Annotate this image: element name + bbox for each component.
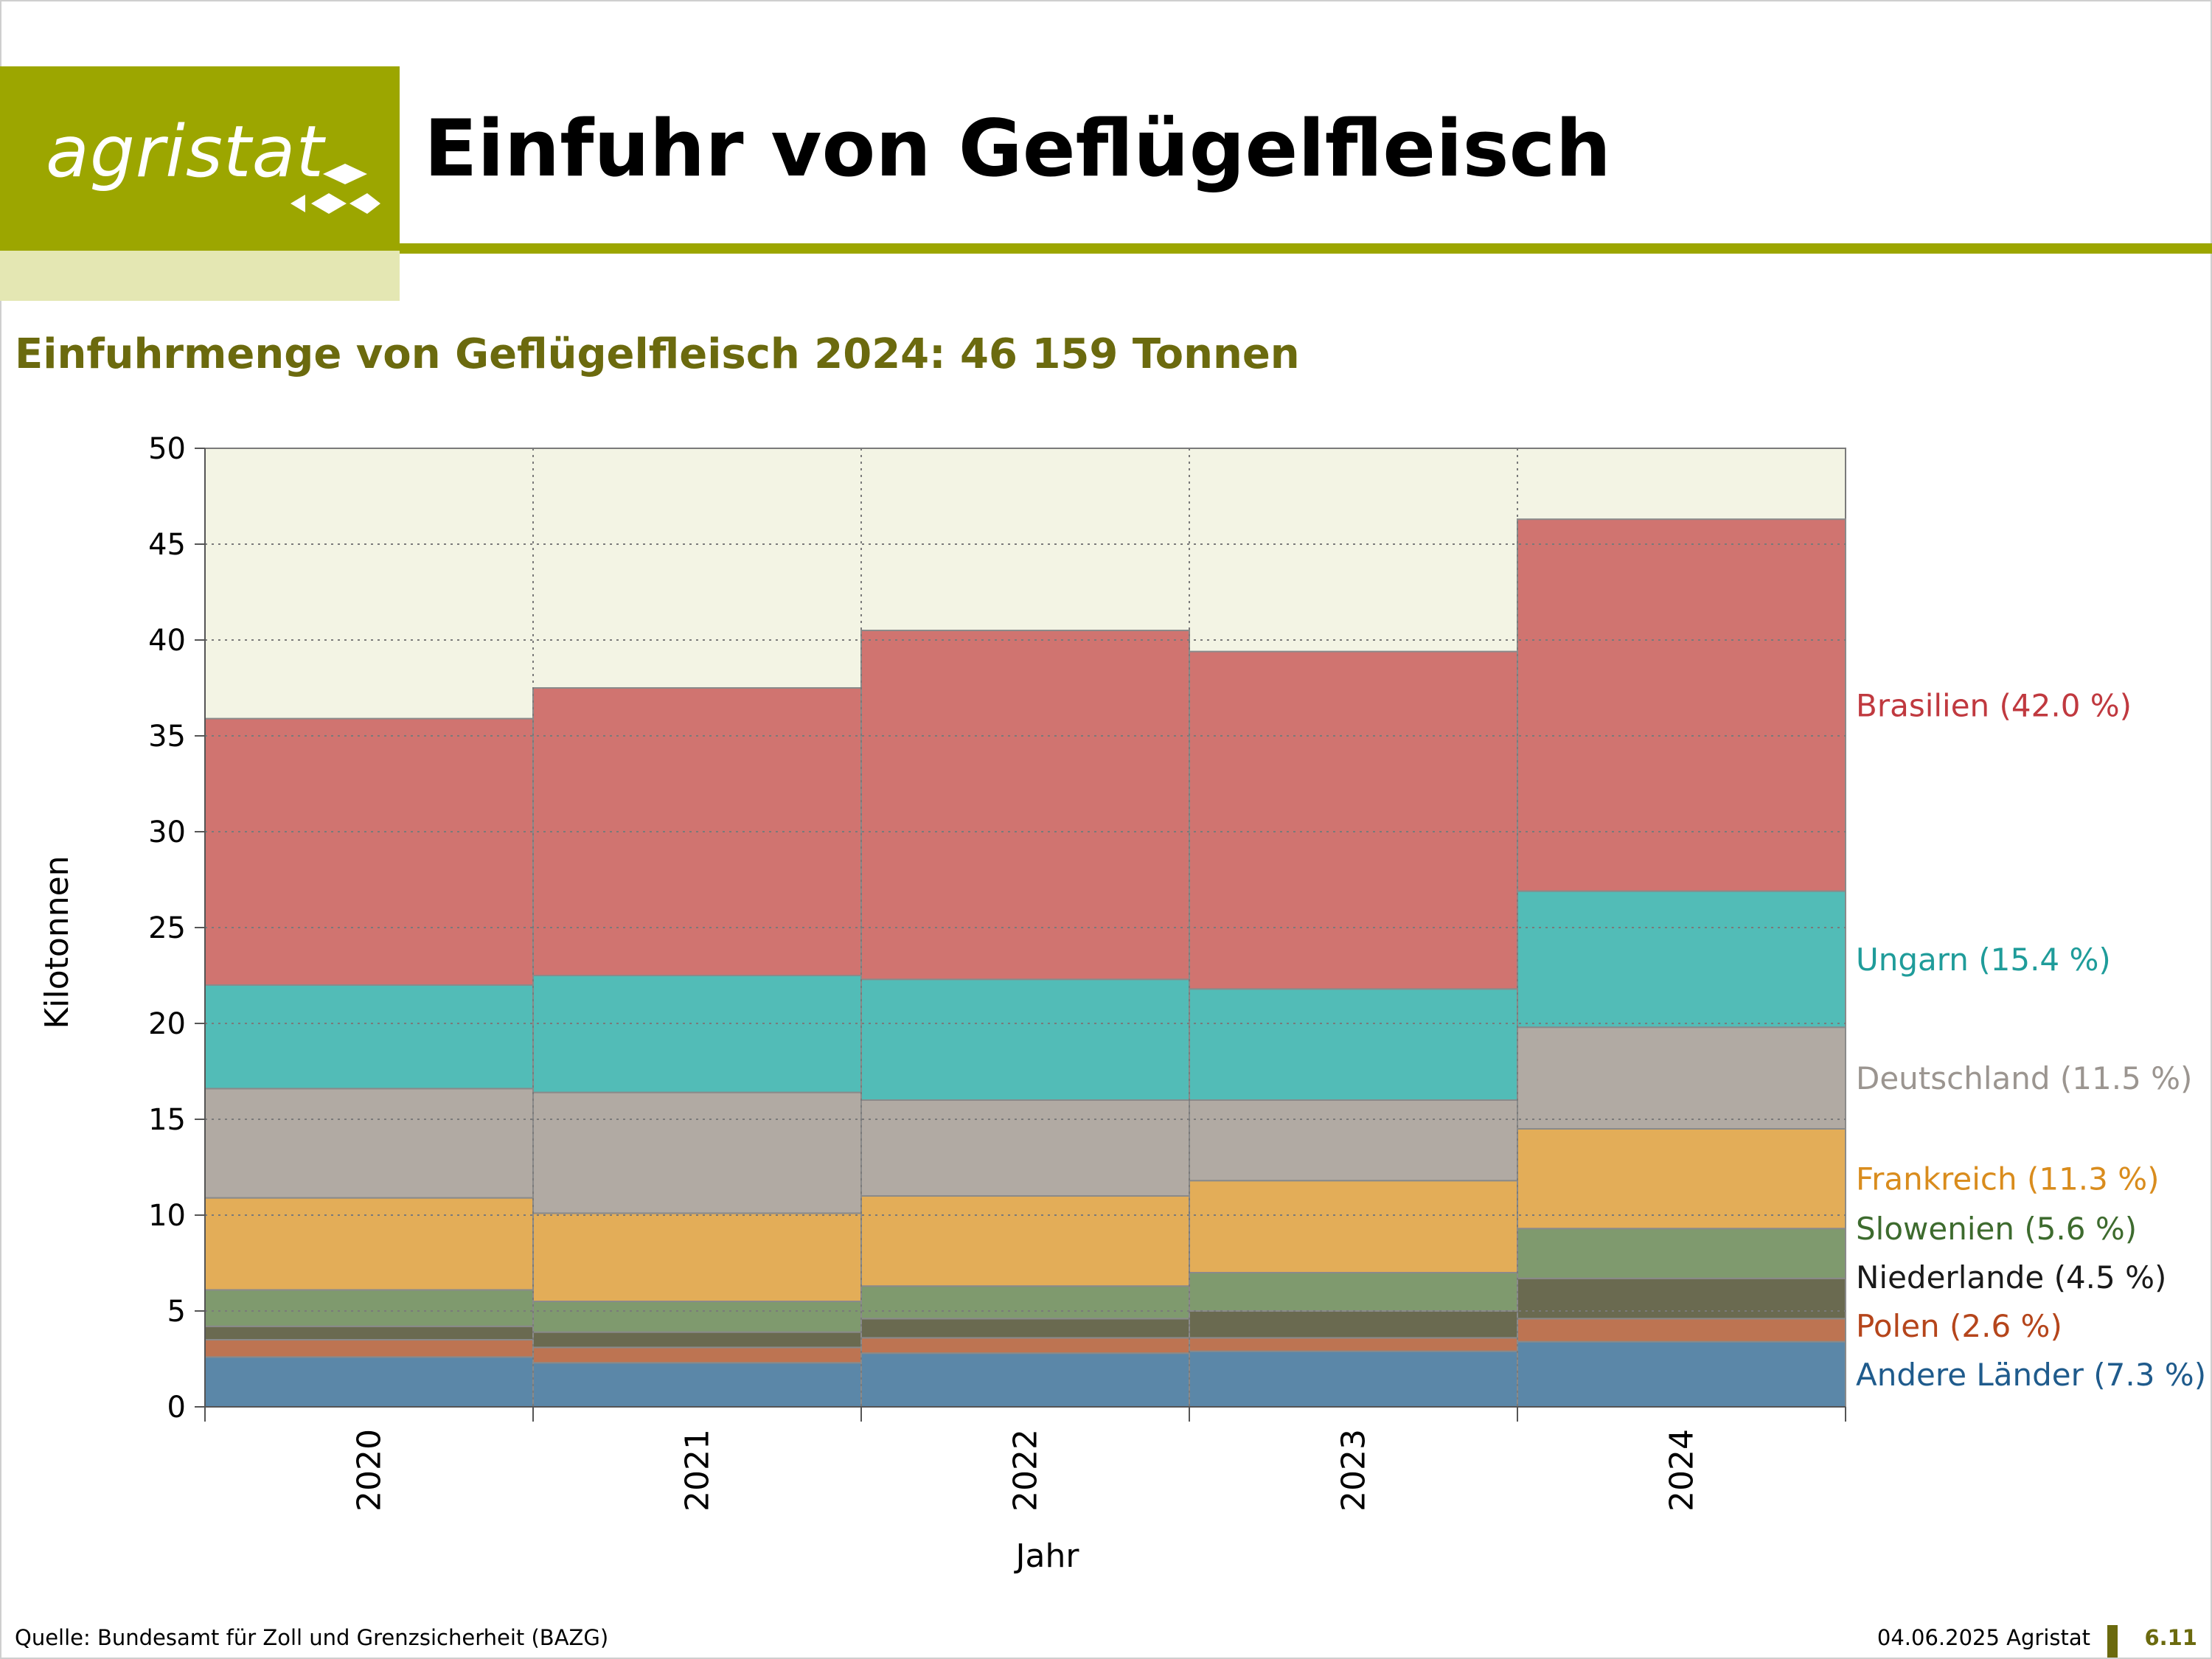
series-label-frankreich: Frankreich (11.3 %) (1856, 1161, 2160, 1197)
bar-2023-brasilien (1189, 650, 1518, 990)
page-title: Einfuhr von Geflügelfleisch (424, 103, 1611, 194)
stacked-bar-chart: 0 5 10 15 20 25 30 35 40 45 50 2020 2021 2022 2023 2024… (38, 432, 2206, 1575)
y-axis-title: Kilotonnen (38, 855, 76, 1029)
bar-2024-slowenien (1517, 1228, 1846, 1279)
y-tick-label-15: 15 (148, 1103, 186, 1137)
bar-2020-ungarn (204, 984, 534, 1090)
y-tick-label-35: 35 (148, 720, 186, 754)
bar-2022-brasilien (860, 630, 1190, 981)
series-label-polen: Polen (2.6 %) (1856, 1308, 2062, 1344)
y-tick-label-40: 40 (148, 624, 186, 658)
x-tick-label-2023: 2023 (1335, 1429, 1373, 1512)
bar-2023-frankreich (1189, 1180, 1518, 1273)
series-label-andere-länder: Andere Länder (7.3 %) (1856, 1357, 2206, 1393)
bar-2022-slowenien (860, 1285, 1190, 1320)
logo (0, 66, 400, 251)
y-tick-label-50: 50 (148, 432, 186, 466)
bar-2024-andere-länder (1517, 1340, 1846, 1408)
series-label-deutschland: Deutschland (11.5 %) (1856, 1060, 2192, 1096)
series-label-slowenien: Slowenien (5.6 %) (1856, 1211, 2137, 1247)
x-tick-label-2020: 2020 (351, 1429, 389, 1512)
title-rule (400, 243, 2212, 254)
bar-2020-frankreich (204, 1197, 534, 1291)
bar-2023-niederlande (1189, 1310, 1518, 1339)
bar-2022-frankreich (860, 1195, 1190, 1287)
series-label-brasilien: Brasilien (42.0 %) (1856, 687, 2132, 723)
bar-2020-deutschland (204, 1088, 534, 1199)
bar-2023-slowenien (1189, 1272, 1518, 1312)
bar-2023-ungarn (1189, 988, 1518, 1102)
bar-2020-polen (204, 1339, 534, 1358)
bar-2022-andere-länder (860, 1352, 1190, 1408)
bar-2020-brasilien (204, 717, 534, 986)
bar-2021-frankreich (532, 1212, 862, 1303)
bar-2023-andere-länder (1189, 1350, 1518, 1408)
bar-2024-frankreich (1517, 1128, 1846, 1230)
chart-subtitle: Einfuhrmenge von Geflügelfleisch 2024: 4… (15, 330, 1300, 378)
y-tick-label-30: 30 (148, 815, 186, 849)
publication-date: 04.06.2025 Agristat (1877, 1625, 2090, 1650)
bar-2020-slowenien (204, 1289, 534, 1327)
footer-divider (2107, 1625, 2118, 1658)
logo-shadow (0, 251, 400, 301)
bar-2021-ungarn (532, 975, 862, 1093)
y-tick-label-5: 5 (167, 1295, 186, 1329)
source-note: Quelle: Bundesamt für Zoll und Grenzsich… (15, 1625, 609, 1650)
bar-2023-polen (1189, 1337, 1518, 1352)
y-tick-label-10: 10 (148, 1199, 186, 1233)
y-tick-label-20: 20 (148, 1007, 186, 1041)
bar-2023-deutschland (1189, 1099, 1518, 1182)
series-label-niederlande: Niederlande (4.5 %) (1856, 1259, 2166, 1295)
bar-2021-slowenien (532, 1301, 862, 1333)
series-label-ungarn: Ungarn (15.4 %) (1856, 942, 2111, 978)
bar-2022-polen (860, 1337, 1190, 1354)
bar-2020-niederlande (204, 1325, 534, 1341)
agristat-mark-icon (291, 164, 380, 214)
bar-2022-deutschland (860, 1099, 1190, 1197)
bar-2022-ungarn (860, 978, 1190, 1102)
x-tick-label-2021: 2021 (679, 1429, 717, 1512)
bar-2021-polen (532, 1346, 862, 1364)
bar-2024-niederlande (1517, 1277, 1846, 1320)
logo-text: agristat (46, 111, 325, 193)
x-axis-title: Jahr (1014, 1537, 1080, 1575)
x-tick-label-2024: 2024 (1663, 1429, 1701, 1512)
page-number: 6.11 (2144, 1625, 2197, 1650)
bar-2024-brasilien (1517, 518, 1846, 892)
y-tick-label-25: 25 (148, 911, 186, 945)
bar-2021-deutschland (532, 1091, 862, 1214)
bar-2021-niederlande (532, 1331, 862, 1349)
bar-2020-andere-länder (204, 1356, 534, 1408)
y-tick-label-0: 0 (167, 1391, 186, 1425)
bar-2022-niederlande (860, 1318, 1190, 1339)
bar-2021-andere-länder (532, 1362, 862, 1408)
x-tick-label-2022: 2022 (1007, 1429, 1045, 1512)
y-tick-label-45: 45 (148, 528, 186, 562)
bar-2024-ungarn (1517, 890, 1846, 1029)
bar-2024-polen (1517, 1318, 1846, 1343)
bar-2024-deutschland (1517, 1026, 1846, 1130)
